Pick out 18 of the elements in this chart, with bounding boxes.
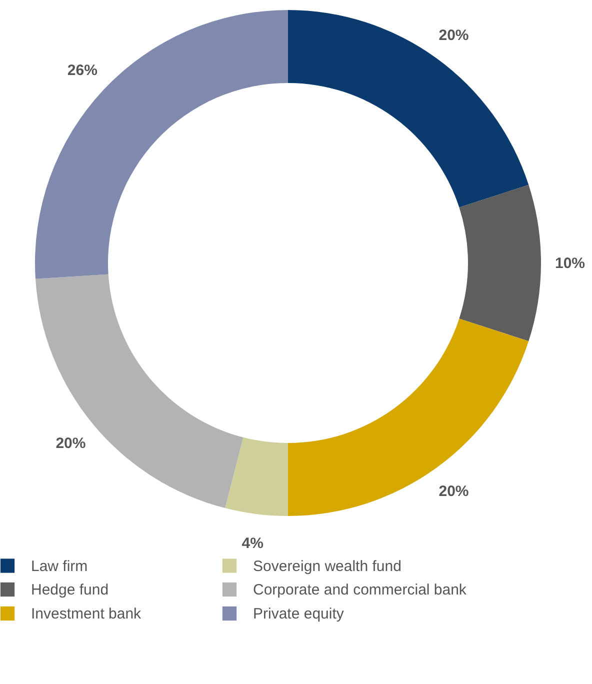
data-label: 4% [242, 534, 264, 552]
legend-label: Law firm [31, 558, 88, 575]
donut-slice [288, 10, 529, 208]
legend-label: Sovereign wealth fund [253, 558, 402, 575]
donut-slice [225, 437, 288, 516]
legend-label: Corporate and commercial bank [253, 582, 467, 598]
legend-label: Hedge fund [31, 582, 109, 598]
legend-label: Investment bank [31, 606, 142, 622]
data-label: 20% [438, 26, 469, 44]
donut-slice [459, 184, 540, 342]
donut-slice [288, 318, 529, 516]
data-label: 20% [56, 434, 86, 452]
donut-slice [36, 10, 288, 279]
data-label: 20% [438, 483, 469, 500]
data-label: 26% [67, 62, 98, 79]
legend-label: Private equity [253, 606, 344, 622]
donut-slice [36, 274, 244, 508]
data-label: 10% [554, 255, 586, 272]
